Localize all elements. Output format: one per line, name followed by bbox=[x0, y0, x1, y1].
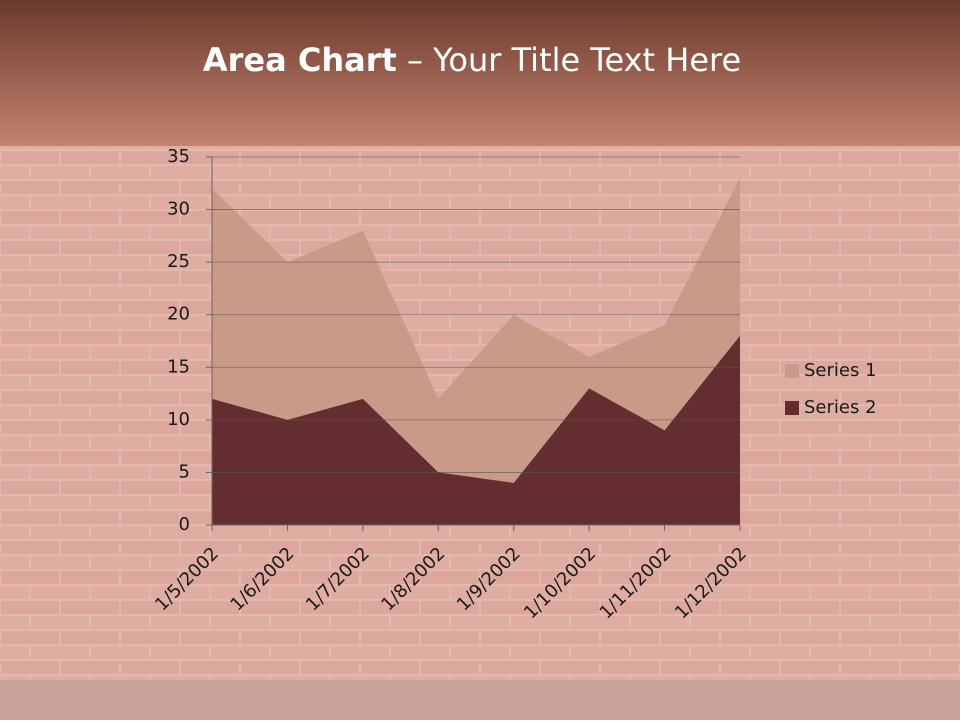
y-tick-label: 25 bbox=[167, 251, 190, 272]
y-tick-label: 0 bbox=[179, 514, 190, 535]
area bbox=[212, 335, 740, 525]
legend-label: Series 1 bbox=[804, 360, 877, 381]
y-tick-label: 15 bbox=[167, 356, 190, 377]
title-rest: – Your Title Text Here bbox=[407, 41, 741, 79]
title-bold: Area Chart bbox=[203, 41, 397, 79]
legend-swatch bbox=[785, 401, 799, 415]
slide-title: Area Chart – Your Title Text Here bbox=[203, 41, 741, 79]
y-tick-label: 35 bbox=[167, 146, 190, 167]
y-tick-label: 5 bbox=[179, 461, 190, 482]
y-tick-label: 10 bbox=[167, 409, 190, 430]
header bbox=[0, 0, 960, 146]
floor bbox=[0, 680, 960, 720]
legend-swatch bbox=[785, 364, 799, 378]
legend-label: Series 2 bbox=[804, 397, 877, 418]
y-tick-label: 30 bbox=[167, 199, 190, 220]
y-tick-label: 20 bbox=[167, 304, 190, 325]
